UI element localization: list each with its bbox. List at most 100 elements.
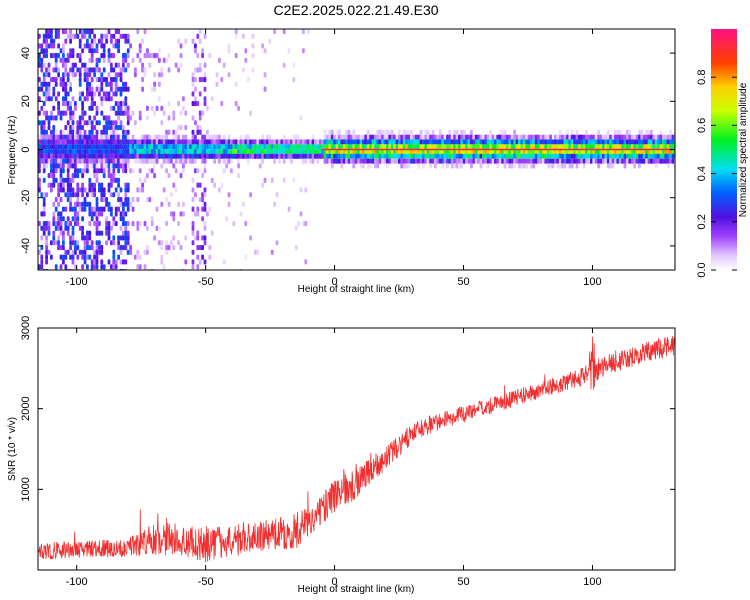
heatmap-cell (131, 153, 135, 159)
heatmap-cell (455, 134, 459, 140)
heatmap-cell (52, 158, 56, 164)
heatmap-cell (664, 144, 668, 150)
heatmap-cell (614, 139, 617, 145)
heatmap-cell (124, 57, 128, 63)
heatmap-cell (179, 144, 183, 150)
heatmap-cell (110, 81, 113, 87)
heatmap-cell (592, 139, 596, 145)
heatmap-cell (191, 38, 195, 44)
heatmap-cell (465, 158, 468, 164)
heatmap-cell (316, 153, 320, 159)
heatmap-cell (160, 149, 164, 155)
heatmap-cell (107, 168, 111, 174)
heatmap-cell (563, 134, 567, 140)
heatmap-cell (194, 96, 197, 102)
heatmap-cell (177, 134, 180, 140)
heatmap-cell (165, 168, 168, 174)
spectrogram-x-ticks: -100 -50 0 50 100 (66, 29, 602, 288)
heatmap-cell (138, 221, 142, 227)
heatmap-cell (126, 187, 130, 193)
heatmap-cell (50, 240, 53, 246)
heatmap-cell (282, 29, 286, 35)
heatmap-cell (201, 245, 204, 251)
heatmap-cell (81, 115, 84, 121)
heatmap-cell (162, 134, 166, 140)
heatmap-cell (551, 153, 555, 159)
heatmap-cell (143, 72, 147, 78)
heatmap-cell (47, 153, 51, 159)
heatmap-cell (78, 144, 82, 150)
heatmap-cell (292, 149, 296, 155)
heatmap-cell (306, 29, 310, 35)
heatmap-cell (496, 139, 500, 145)
heatmap-cell (110, 38, 113, 44)
heatmap-cell (52, 173, 56, 179)
heatmap-cell (78, 201, 82, 207)
heatmap-cell (422, 134, 425, 140)
heatmap-cell (424, 158, 428, 164)
heatmap-cell (64, 134, 68, 140)
heatmap-cell (78, 29, 82, 35)
heatmap-cell (45, 245, 48, 251)
heatmap-cell (510, 158, 514, 164)
heatmap-cell (366, 139, 370, 145)
heatmap-cell (102, 158, 106, 164)
heatmap-cell (630, 134, 634, 140)
heatmap-cell (62, 81, 65, 87)
heatmap-cell (261, 43, 264, 49)
heatmap-cell (131, 168, 135, 174)
heatmap-cell (388, 144, 392, 150)
heatmap-cell (635, 153, 639, 159)
heatmap-cell (234, 149, 238, 155)
heatmap-cell (465, 153, 468, 159)
heatmap-cell (177, 201, 180, 207)
heatmap-cell (614, 153, 617, 159)
heatmap-cell (666, 163, 670, 169)
heatmap-cell (302, 158, 305, 164)
heatmap-cell (198, 259, 202, 265)
heatmap-cell (654, 153, 658, 159)
heatmap-cell (117, 86, 120, 92)
heatmap-cell (446, 163, 449, 169)
heatmap-cell (479, 158, 483, 164)
heatmap-cell (110, 125, 113, 131)
heatmap-cell (186, 153, 190, 159)
heatmap-cell (650, 158, 653, 164)
heatmap-cell (146, 115, 149, 121)
heatmap-cell (126, 38, 130, 44)
heatmap-cell (122, 101, 125, 107)
heatmap-cell (306, 144, 310, 150)
heatmap-cell (52, 125, 56, 131)
heatmap-cell (311, 144, 315, 150)
heatmap-cell (299, 153, 303, 159)
heatmap-cell (110, 134, 113, 140)
heatmap-cell (62, 101, 65, 107)
heatmap-cell (412, 134, 416, 140)
heatmap-cell (42, 77, 46, 83)
heatmap-cell (158, 48, 161, 54)
heatmap-cell (642, 134, 646, 140)
heatmap-cell (71, 110, 75, 116)
heatmap-cell (59, 182, 63, 188)
heatmap-cell (158, 134, 161, 140)
heatmap-cell (52, 67, 56, 73)
heatmap-cell (54, 29, 58, 35)
heatmap-cell (69, 187, 72, 193)
heatmap-cell (215, 134, 219, 140)
heatmap-cell (45, 110, 48, 116)
heatmap-cell (172, 110, 176, 116)
heatmap-cell (558, 158, 562, 164)
heatmap-cell (119, 91, 123, 97)
heatmap-cell (381, 144, 384, 150)
heatmap-cell (462, 158, 466, 164)
heatmap-cell (650, 129, 653, 135)
heatmap-cell (78, 134, 82, 140)
heatmap-cell (52, 211, 56, 217)
heatmap-cell (210, 149, 214, 155)
heatmap-cell (177, 144, 180, 150)
heatmap-cell (191, 139, 195, 145)
heatmap-cell (302, 153, 305, 159)
heatmap-cell (311, 158, 315, 164)
heatmap-cell (191, 187, 195, 193)
